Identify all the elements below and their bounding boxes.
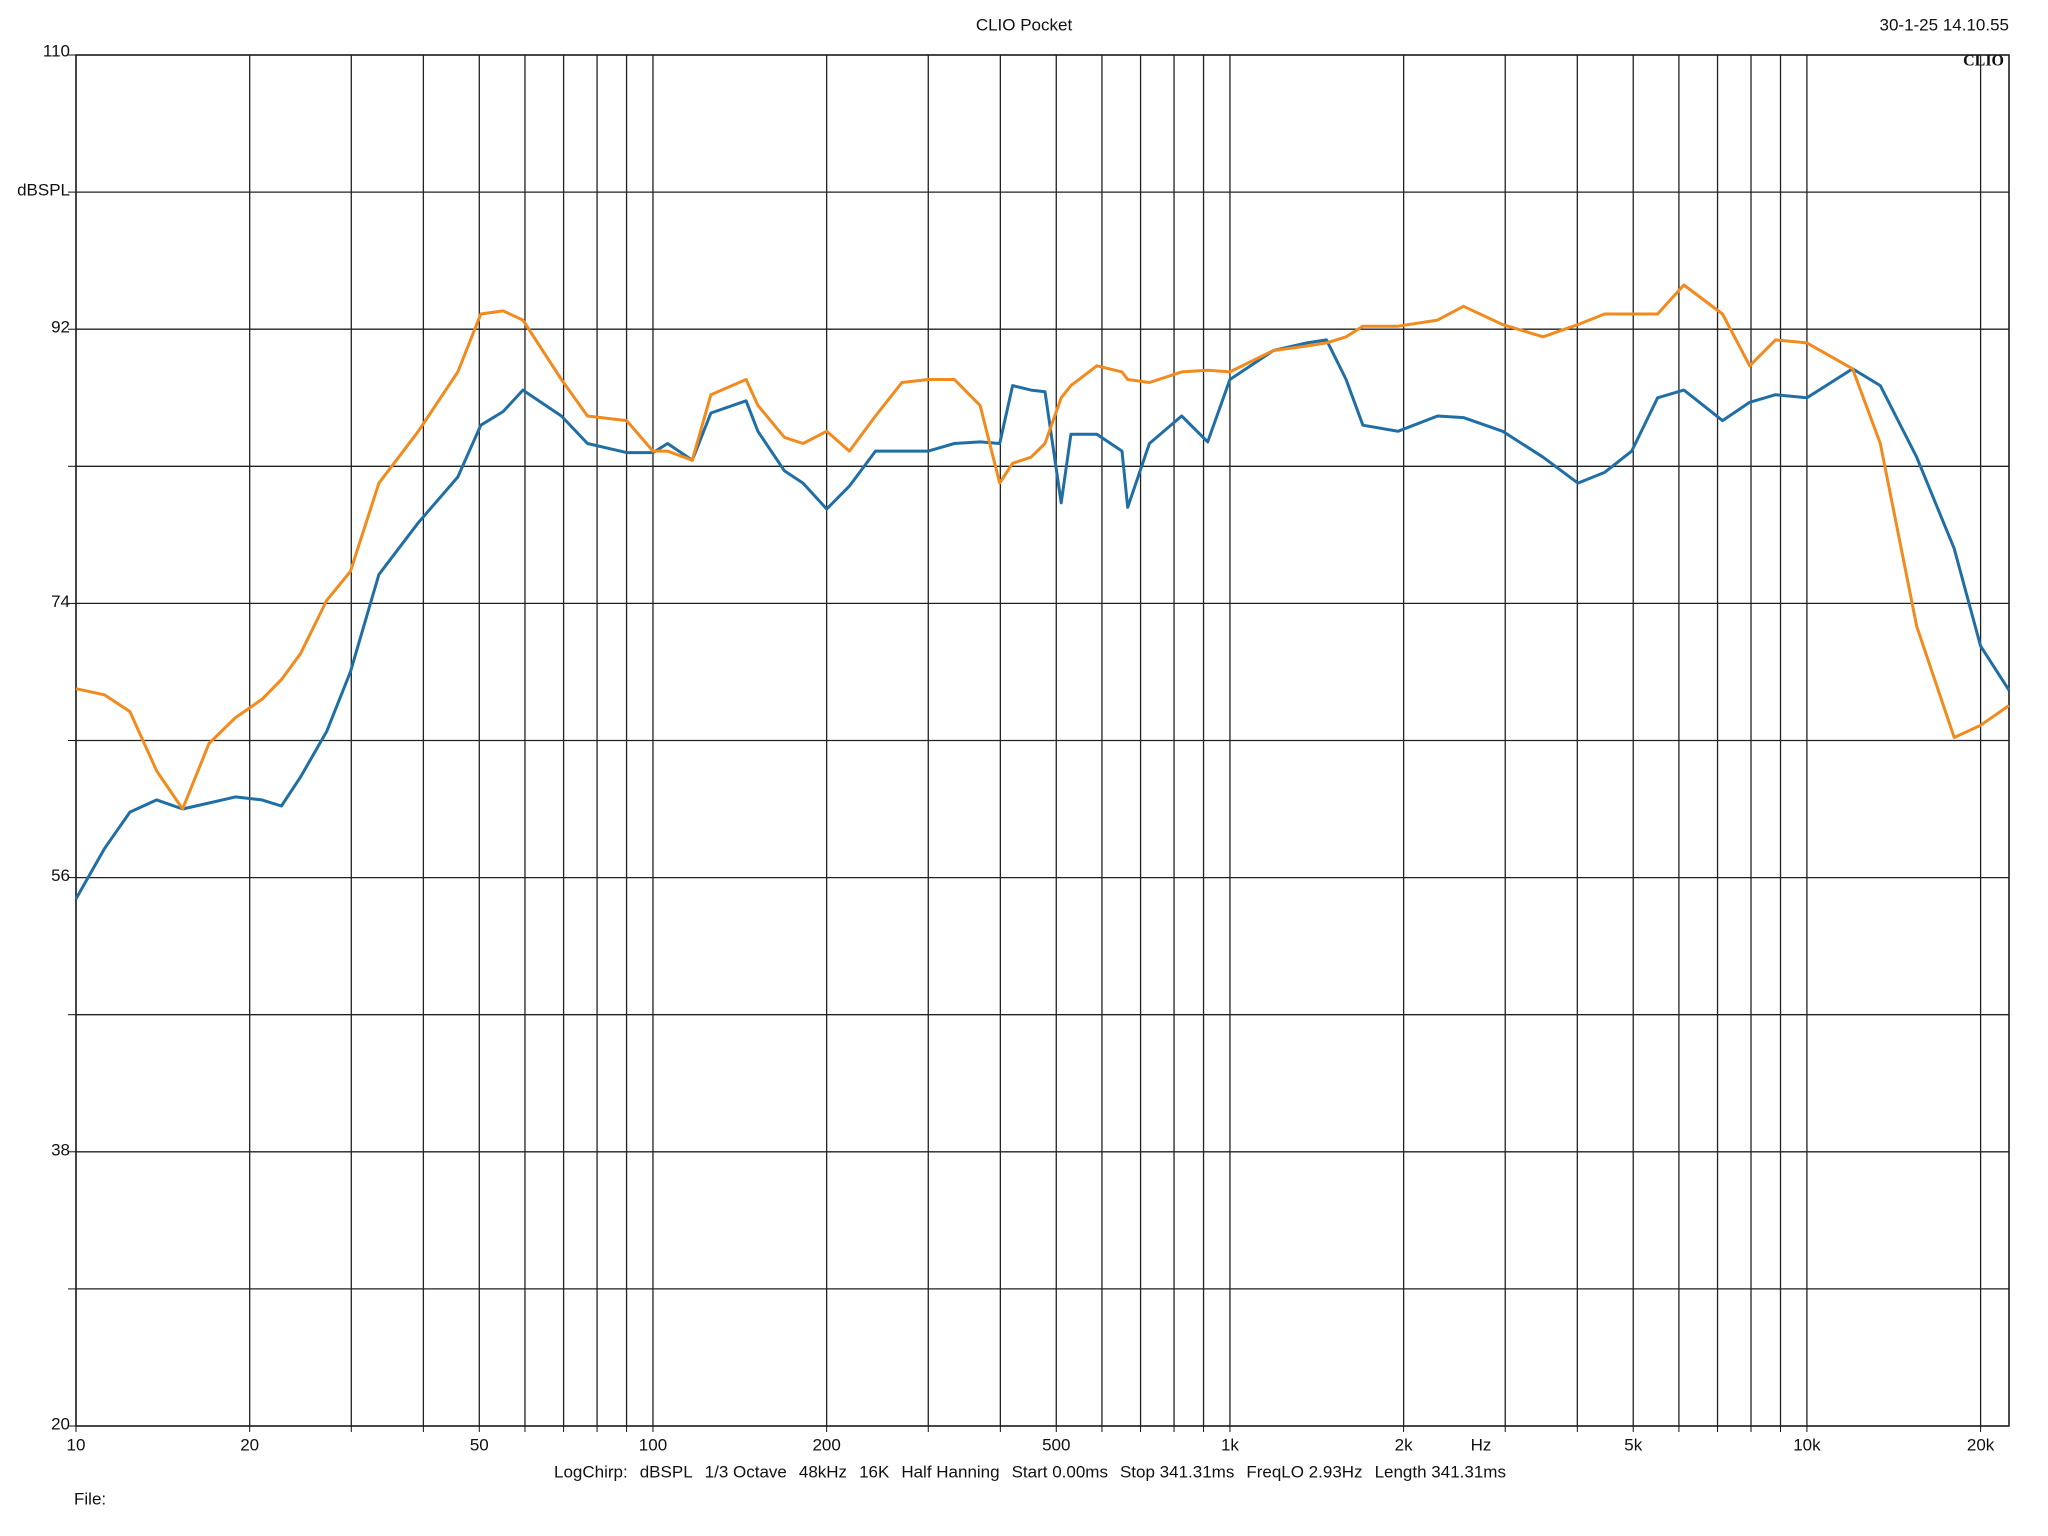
file-label: File: bbox=[74, 1489, 106, 1508]
y-tick-label: dBSPL bbox=[17, 181, 70, 200]
x-tick-label: 10 bbox=[67, 1435, 86, 1454]
x-tick-label: 20 bbox=[240, 1435, 259, 1454]
footer-item: Length 341.31ms bbox=[1375, 1462, 1506, 1481]
series-line bbox=[74, 338, 2011, 900]
y-tick-label: 92 bbox=[51, 318, 70, 337]
y-tick-label: 56 bbox=[51, 866, 70, 885]
chart-title: CLIO Pocket bbox=[976, 15, 1073, 34]
footer-item: dBSPL bbox=[640, 1462, 693, 1481]
series-line bbox=[75, 283, 2010, 811]
y-tick-label: 74 bbox=[51, 592, 70, 611]
y-tick-label: 20 bbox=[51, 1414, 70, 1433]
x-tick-label: 50 bbox=[470, 1435, 489, 1454]
x-tick-label: 200 bbox=[812, 1435, 840, 1454]
logo: CLIO bbox=[1963, 53, 2004, 70]
y-tick-label: 110 bbox=[43, 41, 70, 60]
y-tick-label: 38 bbox=[51, 1140, 70, 1159]
footer-item: Half Hanning bbox=[901, 1462, 999, 1481]
x-tick-label: 10k bbox=[1793, 1435, 1821, 1454]
footer-item: Start 0.00ms bbox=[1012, 1462, 1108, 1481]
x-tick-label: 1k bbox=[1221, 1435, 1239, 1454]
x-tick-label: 100 bbox=[639, 1435, 667, 1454]
x-tick-label: 5k bbox=[1624, 1435, 1642, 1454]
footer-item: LogChirp: bbox=[554, 1462, 628, 1481]
x-unit: Hz bbox=[1471, 1435, 1492, 1454]
footer-item: Stop 341.31ms bbox=[1120, 1462, 1234, 1481]
footer-item: FreqLO 2.93Hz bbox=[1246, 1462, 1362, 1481]
x-tick-label: 20k bbox=[1967, 1435, 1995, 1454]
x-tick-label: 500 bbox=[1042, 1435, 1070, 1454]
x-tick-label: 2k bbox=[1395, 1435, 1413, 1454]
footer-item: 16K bbox=[859, 1462, 890, 1481]
footer-item: 48kHz bbox=[799, 1462, 847, 1481]
footer-item: 1/3 Octave bbox=[705, 1462, 787, 1481]
date: 30-1-25 14.10.55 bbox=[1880, 15, 2010, 34]
